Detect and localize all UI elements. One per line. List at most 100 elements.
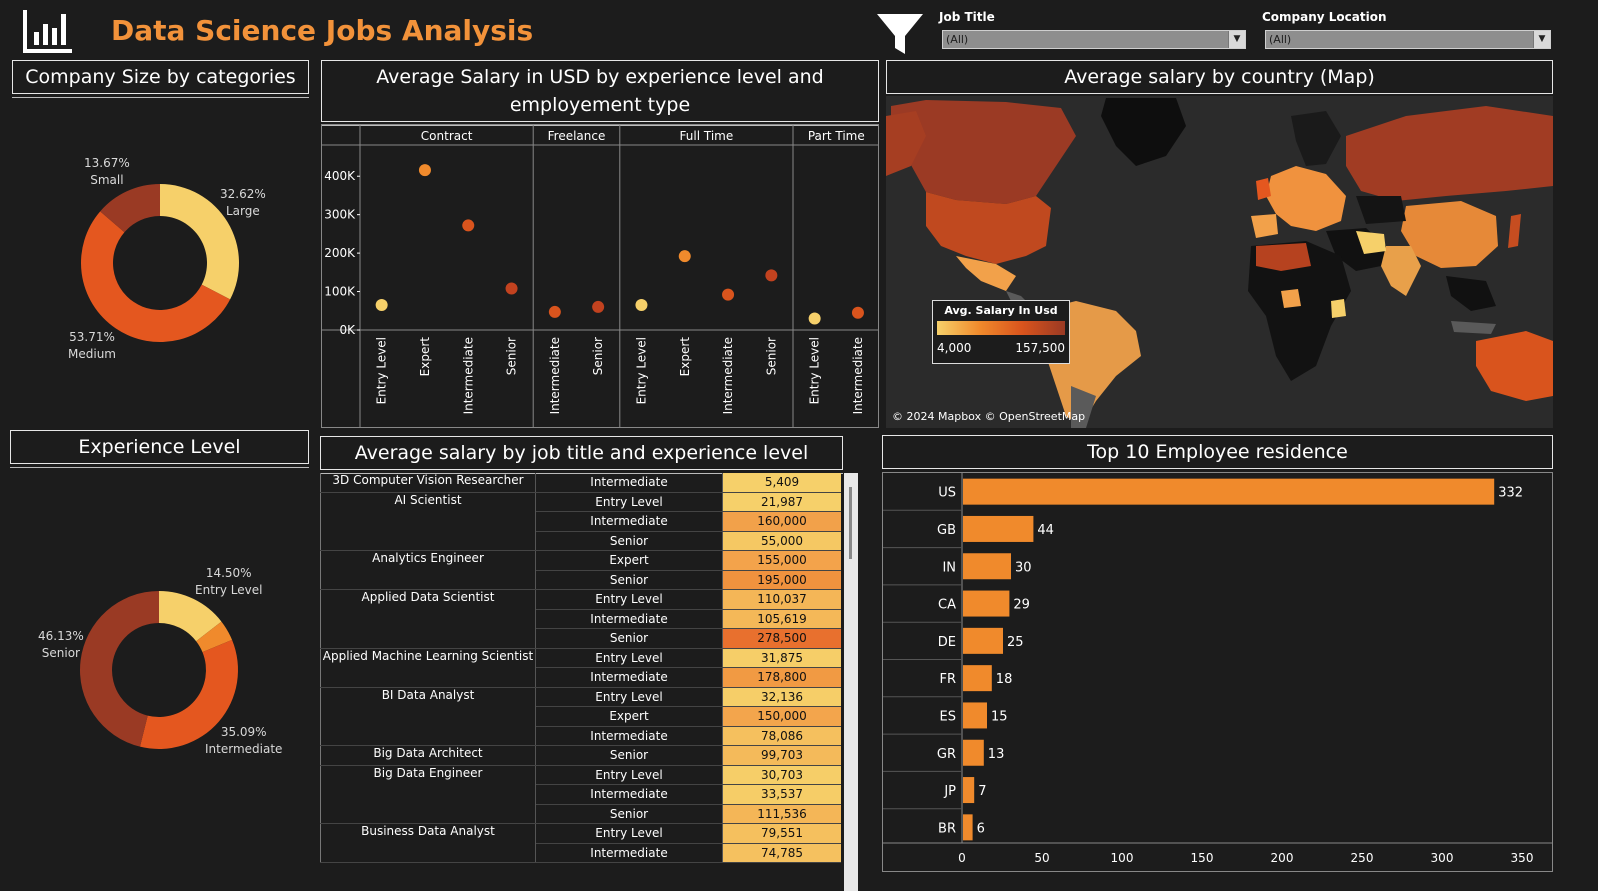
experience-level-title: Experience Level bbox=[10, 430, 309, 468]
bar[interactable] bbox=[963, 702, 987, 729]
y-tick-label: 400K bbox=[324, 169, 356, 183]
donut-label-senior: 46.13% Senior bbox=[38, 629, 84, 660]
table-row[interactable]: Senior 55,000 bbox=[321, 531, 841, 551]
x-tick-label: Intermediate bbox=[721, 337, 735, 414]
map-region-greenland bbox=[1101, 98, 1186, 166]
table-row[interactable]: Intermediate 74,785 bbox=[321, 843, 841, 863]
y-tick-label: 100K bbox=[324, 285, 356, 299]
x-tick-label: Intermediate bbox=[548, 337, 562, 414]
table-row[interactable]: Big Data Architect Senior 99,703 bbox=[320, 745, 841, 766]
world-map[interactable]: Avg. Salary In Usd 4,000 157,500 © 2024 … bbox=[886, 96, 1553, 428]
bar[interactable] bbox=[963, 553, 1011, 580]
table-row[interactable]: Big Data Engineer Entry Level 30,703 bbox=[320, 765, 841, 824]
experience-slice-0[interactable] bbox=[159, 591, 222, 642]
donut-label-entry: 14.50% Entry Level bbox=[195, 566, 263, 597]
map-region-scandinavia bbox=[1291, 111, 1341, 166]
x-tick-label: 350 bbox=[1511, 851, 1534, 865]
map-region-japan bbox=[1508, 214, 1521, 248]
table-row[interactable]: Business Data Analyst Entry Level 79,551 bbox=[320, 823, 841, 863]
table-row[interactable]: Expert 150,000 bbox=[321, 706, 841, 727]
scatter-point[interactable] bbox=[462, 219, 475, 232]
salary-value-cell: 74,785 bbox=[722, 843, 841, 863]
table-row[interactable]: Senior 111,536 bbox=[321, 804, 841, 824]
experience-slice-1[interactable] bbox=[196, 621, 233, 653]
scatter-point[interactable] bbox=[548, 305, 561, 318]
table-row[interactable]: Analytics Engineer Expert 155,000 bbox=[320, 550, 841, 590]
bar[interactable] bbox=[963, 515, 1034, 542]
scatter-point[interactable] bbox=[808, 312, 821, 325]
bar-category-label: CA bbox=[938, 598, 956, 613]
scatter-point[interactable] bbox=[505, 282, 518, 295]
table-scrollbar[interactable] bbox=[844, 473, 858, 891]
table-row[interactable]: Intermediate 105,619 bbox=[321, 609, 841, 629]
x-tick-label: 250 bbox=[1351, 851, 1374, 865]
bar[interactable] bbox=[963, 665, 992, 692]
salary-value-cell: 99,703 bbox=[722, 745, 841, 766]
bar[interactable] bbox=[963, 739, 984, 766]
table-row[interactable]: Intermediate 178,800 bbox=[321, 667, 841, 688]
experience-level-cell: Intermediate bbox=[535, 511, 723, 532]
salary-value-cell: 78,086 bbox=[722, 726, 841, 746]
bar-value-label: 44 bbox=[1037, 523, 1054, 538]
job-title-dropdown[interactable]: (All) ▼ bbox=[942, 30, 1246, 49]
app-logo-icon bbox=[22, 8, 74, 54]
table-row[interactable]: Applied Data Scientist Entry Level 110,037 bbox=[320, 589, 841, 649]
job-title-cell: BI Data Analyst bbox=[320, 687, 536, 746]
chevron-down-icon[interactable]: ▼ bbox=[1533, 31, 1550, 48]
x-tick-label: Entry Level bbox=[375, 337, 389, 404]
company-location-dropdown[interactable]: (All) ▼ bbox=[1265, 30, 1551, 49]
salary-value-cell: 155,000 bbox=[722, 550, 841, 571]
table-row[interactable]: Intermediate 78,086 bbox=[321, 726, 841, 746]
scatter-point[interactable] bbox=[592, 300, 605, 313]
scatter-point[interactable] bbox=[765, 269, 778, 282]
table-row[interactable]: AI Scientist Entry Level 21,987 bbox=[320, 492, 841, 551]
table-row[interactable]: BI Data Analyst Entry Level 32,136 bbox=[320, 687, 841, 746]
experience-level-cell: Intermediate bbox=[535, 784, 723, 805]
salary-value-cell: 32,136 bbox=[722, 687, 841, 707]
map-legend-gradient bbox=[937, 321, 1065, 335]
x-tick-label: Entry Level bbox=[808, 337, 822, 404]
company-size-slice-1[interactable] bbox=[81, 211, 231, 342]
scatter-point[interactable] bbox=[635, 299, 648, 312]
company-size-chart: 32.62% Large 53.71% Medium 13.67% Small bbox=[12, 100, 309, 420]
map-region-kenya bbox=[1331, 299, 1346, 318]
map-region-africa bbox=[1248, 241, 1351, 381]
page-title: Data Science Jobs Analysis bbox=[111, 14, 534, 47]
map-region-mexico bbox=[956, 256, 1016, 291]
x-tick-label: 300 bbox=[1431, 851, 1454, 865]
bar[interactable] bbox=[963, 478, 1495, 505]
scatter-point[interactable] bbox=[851, 306, 864, 319]
bar[interactable] bbox=[963, 590, 1010, 617]
map-region-europe bbox=[1266, 166, 1346, 231]
x-tick-label: 200 bbox=[1271, 851, 1294, 865]
experience-slice-3[interactable] bbox=[79, 591, 159, 747]
experience-level-cell: Entry Level bbox=[535, 765, 723, 785]
experience-level-cell: Entry Level bbox=[535, 589, 723, 610]
company-size-slice-2[interactable] bbox=[100, 184, 160, 233]
x-tick-label: Intermediate bbox=[461, 337, 475, 414]
scatter-point[interactable] bbox=[418, 164, 431, 177]
table-row[interactable]: Applied Machine Learning Scientist Entry … bbox=[320, 648, 841, 688]
scatter-point[interactable] bbox=[375, 299, 388, 312]
table-row[interactable]: Intermediate 160,000 bbox=[321, 511, 841, 532]
map-title: Average salary by country (Map) bbox=[886, 60, 1553, 98]
donut-label-intermediate: 35.09% Intermediate bbox=[205, 725, 283, 756]
table-row[interactable]: Senior 278,500 bbox=[321, 628, 841, 649]
bar[interactable] bbox=[963, 777, 975, 804]
company-size-slice-0[interactable] bbox=[160, 184, 239, 300]
bar[interactable] bbox=[963, 627, 1003, 654]
map-region-argentina bbox=[1071, 386, 1096, 428]
bar-category-label: GB bbox=[937, 523, 956, 538]
bar[interactable] bbox=[963, 814, 973, 841]
salary-value-cell: 160,000 bbox=[722, 511, 841, 532]
table-row[interactable]: Intermediate 33,537 bbox=[321, 784, 841, 805]
scatter-point[interactable] bbox=[722, 288, 735, 301]
experience-level-donut bbox=[79, 591, 238, 749]
experience-slice-2[interactable] bbox=[139, 639, 238, 749]
table-row[interactable]: 3D Computer Vision Researcher Intermediat… bbox=[320, 473, 841, 493]
table-scrollbar-thumb[interactable] bbox=[849, 487, 852, 559]
table-row[interactable]: Senior 195,000 bbox=[321, 570, 841, 590]
map-region-uk bbox=[1256, 178, 1271, 200]
chevron-down-icon[interactable]: ▼ bbox=[1228, 31, 1245, 48]
scatter-point[interactable] bbox=[678, 250, 691, 263]
